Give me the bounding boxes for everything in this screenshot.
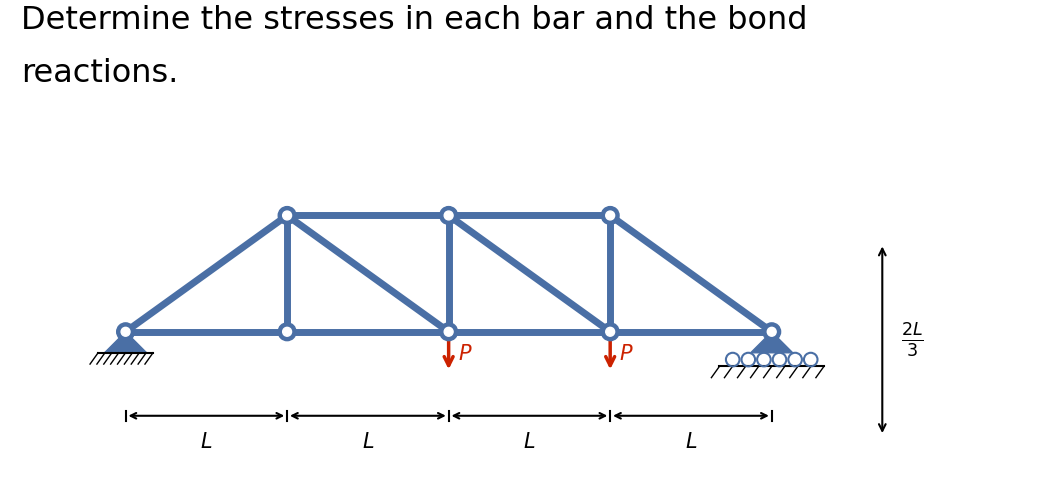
Circle shape [121, 327, 130, 336]
Circle shape [282, 327, 292, 336]
Circle shape [601, 323, 619, 341]
Text: reactions.: reactions. [21, 58, 179, 89]
Polygon shape [105, 332, 146, 353]
Circle shape [278, 207, 296, 224]
Circle shape [763, 323, 781, 341]
Circle shape [440, 323, 458, 341]
Polygon shape [750, 332, 793, 353]
Circle shape [606, 327, 614, 336]
Circle shape [444, 327, 453, 336]
Text: L: L [200, 432, 212, 452]
Circle shape [278, 323, 296, 341]
Circle shape [767, 327, 776, 336]
Circle shape [601, 207, 619, 224]
Text: $\frac{2L}{3}$: $\frac{2L}{3}$ [901, 321, 924, 359]
Text: P: P [459, 344, 471, 364]
Circle shape [116, 323, 135, 341]
Text: L: L [523, 432, 536, 452]
Text: Determine the stresses in each bar and the bond: Determine the stresses in each bar and t… [21, 5, 808, 36]
Text: L: L [685, 432, 696, 452]
Circle shape [606, 211, 614, 220]
Circle shape [282, 211, 292, 220]
Circle shape [444, 211, 453, 220]
Circle shape [440, 207, 458, 224]
Text: P: P [620, 344, 632, 364]
Text: L: L [362, 432, 374, 452]
